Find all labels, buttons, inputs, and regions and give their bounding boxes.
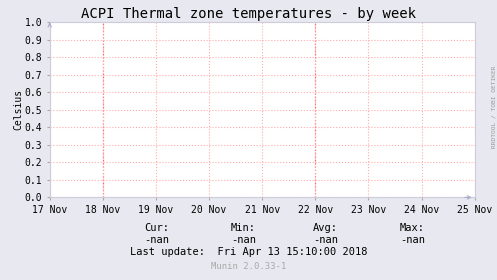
Text: RRDTOOL / TOBI OETIKER: RRDTOOL / TOBI OETIKER [491, 65, 496, 148]
Text: -nan: -nan [144, 235, 169, 245]
Text: Min:: Min: [231, 223, 256, 233]
Text: -nan: -nan [313, 235, 338, 245]
Text: Cur:: Cur: [144, 223, 169, 233]
Text: Avg:: Avg: [313, 223, 338, 233]
Y-axis label: Celsius: Celsius [13, 89, 23, 130]
Text: Munin 2.0.33-1: Munin 2.0.33-1 [211, 262, 286, 271]
Text: Max:: Max: [400, 223, 425, 233]
Text: Last update:  Fri Apr 13 15:10:00 2018: Last update: Fri Apr 13 15:10:00 2018 [130, 247, 367, 257]
Text: -nan: -nan [231, 235, 256, 245]
Text: ACPI Thermal zone temperatures - by week: ACPI Thermal zone temperatures - by week [81, 7, 416, 21]
Text: -nan: -nan [400, 235, 425, 245]
